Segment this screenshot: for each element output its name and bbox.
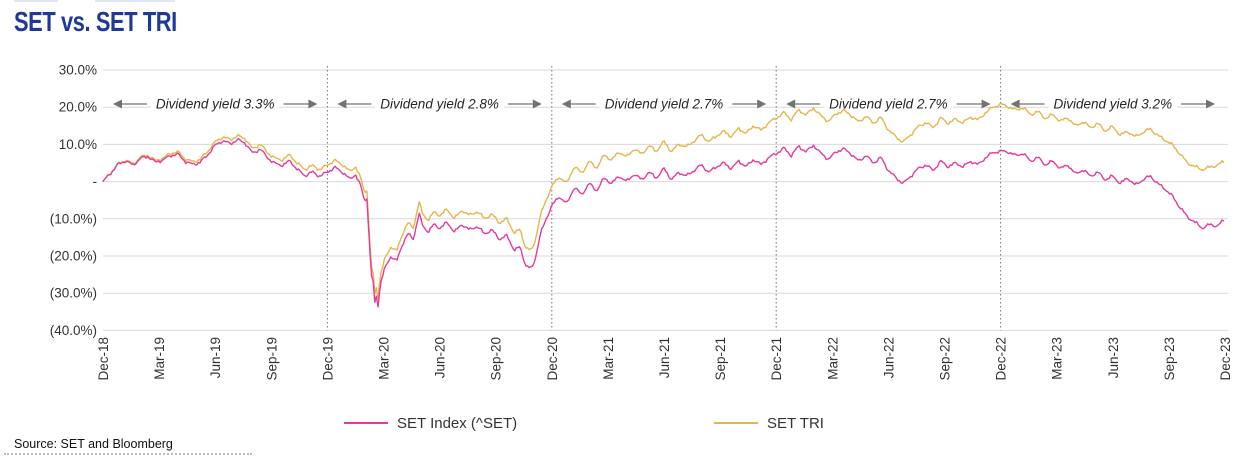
left-arrowhead-icon [337,99,347,109]
left-arrowhead-icon [786,99,796,109]
series-line-set-tri [102,102,1225,299]
top-edge-artifact [95,0,175,2]
x-tick-label: Jun-23 [1106,337,1121,378]
x-tick-label: Jun-19 [208,337,223,378]
dividend-yield-annotation: Dividend yield 2.7% [605,97,724,112]
x-tick-label: Mar-20 [377,337,392,380]
right-arrowhead-icon [1206,99,1215,109]
y-tick-label: 20.0% [59,100,97,115]
x-tick-label: Sep-23 [1162,337,1177,381]
x-tick-label: Sep-21 [713,337,728,381]
annotation-backdrop [375,96,504,112]
legend-label-set-tri: SET TRI [767,414,824,432]
top-edge-artifact [14,0,58,2]
dividend-yield-annotation: Dividend yield 2.7% [829,97,948,112]
x-tick-label: Dec-20 [545,337,560,381]
left-arrowhead-icon [1010,99,1020,109]
dividend-yield-annotation: Dividend yield 3.2% [1054,97,1173,112]
x-tick-label: Sep-22 [938,337,953,381]
y-tick-label: 30.0% [59,63,97,78]
right-arrowhead-icon [308,99,318,109]
x-tick-label: Jun-22 [881,337,896,378]
x-tick-label: Dec-23 [1218,337,1233,381]
legend-item-set-index: SET Index (^SET) [344,412,517,434]
x-tick-label: Dec-22 [994,337,1009,381]
set-tri-line-swatch [714,422,758,424]
series-line-set-index-set [102,138,1225,308]
chart-title: SET vs. SET TRI [14,6,177,37]
y-tick-label: 10.0% [59,137,97,152]
x-tick-label: Sep-19 [264,337,279,381]
dividend-yield-annotation: Dividend yield 2.8% [380,97,499,112]
set-index-line-swatch [344,422,388,424]
left-arrowhead-icon [113,99,122,109]
source-note: Source: SET and Bloomberg [14,437,173,451]
annotation-backdrop [599,96,729,112]
x-tick-label: Mar-22 [825,337,840,380]
x-tick-label: Jun-21 [657,337,672,378]
x-tick-label: Sep-20 [489,337,504,381]
y-tick-label: (30.0%) [50,286,97,301]
x-tick-label: Dec-19 [320,337,335,381]
y-tick-label: (40.0%) [50,323,97,338]
y-tick-label: (20.0%) [50,249,97,264]
x-tick-label: Mar-19 [152,337,167,380]
y-tick-label: - [93,174,98,189]
annotation-backdrop [824,96,953,112]
right-arrowhead-icon [757,99,767,109]
x-tick-label: Jun-20 [433,337,448,378]
annotation-backdrop [150,96,280,112]
x-tick-label: Dec-21 [769,337,784,381]
chart-legend: SET Index (^SET) SET TRI [0,412,1250,434]
right-arrowhead-icon [532,99,542,109]
x-tick-label: Mar-21 [601,337,616,380]
source-underline [4,453,252,455]
legend-item-set-tri: SET TRI [714,412,824,434]
legend-label-set-index: SET Index (^SET) [397,414,518,432]
y-tick-label: (10.0%) [50,211,97,226]
annotation-backdrop [1048,96,1178,112]
dividend-yield-annotation: Dividend yield 3.3% [156,97,275,112]
x-tick-label: Dec-18 [96,337,111,381]
left-arrowhead-icon [561,99,571,109]
x-tick-label: Mar-23 [1050,337,1065,380]
right-arrowhead-icon [981,99,991,109]
